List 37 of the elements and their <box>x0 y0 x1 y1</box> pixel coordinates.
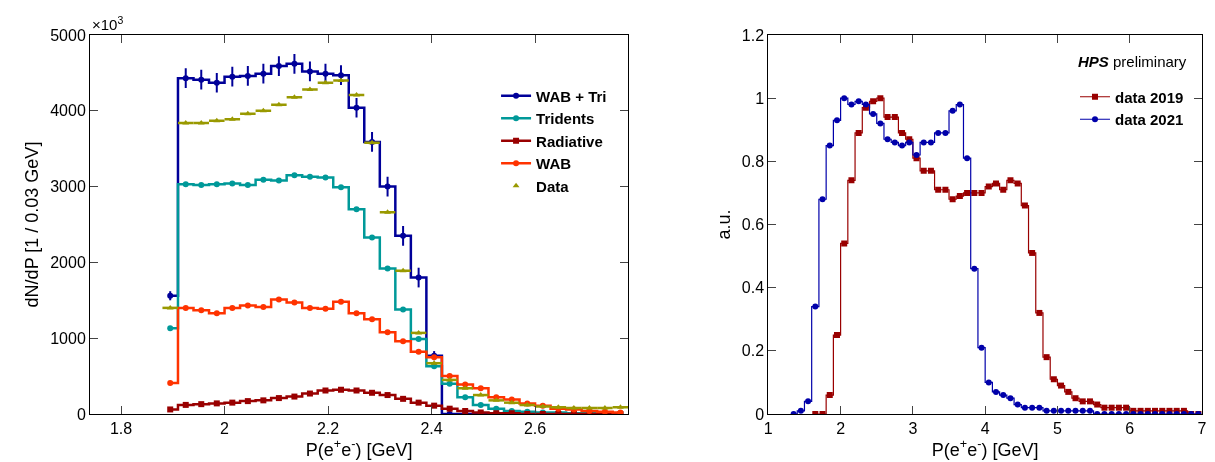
y-tick-label: 2000 <box>50 254 86 271</box>
y-tick-label: 0 <box>76 405 86 423</box>
x-axis-title: P(e$^{+}$e$^{-}$) [GeV] <box>931 437 1039 460</box>
y-axis-title: a.u. <box>714 209 735 240</box>
legend-label: data 2021 <box>1114 111 1184 129</box>
y-tick-label: 1000 <box>50 329 86 347</box>
x-tick-label: 2 <box>836 420 846 438</box>
x-tick-label: 3 <box>908 420 918 438</box>
x-tick-label: 2.4 <box>420 420 443 438</box>
y-tick-label: 0.6 <box>741 216 765 234</box>
x-tick-label: 2.6 <box>523 420 547 438</box>
legend-label: WAB + Tri <box>536 87 607 105</box>
y-tick-label: 1.2 <box>741 26 765 44</box>
legend-label: WAB <box>536 155 572 173</box>
x-tick-label: 1.8 <box>109 420 133 438</box>
annotation: HPS preliminary <box>1078 53 1187 70</box>
legend-label: Data <box>536 177 570 195</box>
x-tick-label: 2.2 <box>316 420 340 438</box>
x-axis-title: P(e$^{+}$e$^{-}$) [GeV] <box>305 437 413 460</box>
x-tick-label: 6 <box>1125 420 1135 438</box>
y-tick-label: 0 <box>755 405 765 423</box>
x-tick-label: 2 <box>220 420 230 438</box>
y-axis-title: dN/dP [1 / 0.03 GeV] <box>22 141 43 308</box>
y-tick-label: 3000 <box>50 178 86 196</box>
y-tick-label: 5000 <box>50 26 86 44</box>
y-tick-label: 1 <box>755 89 765 107</box>
y-tick-label: 0.2 <box>741 342 765 360</box>
y-tick-label: 0.4 <box>741 279 765 297</box>
legend-label: Radiative <box>536 132 603 150</box>
legend-label: Tridents <box>536 110 595 128</box>
y-tick-label: 0.8 <box>741 152 765 170</box>
x-tick-label: 5 <box>1052 420 1062 438</box>
text: ×10$^{3}$ <box>92 14 124 34</box>
x-tick-label: 7 <box>1197 420 1207 438</box>
legend-label: data 2019 <box>1114 88 1184 106</box>
y-tick-label: 4000 <box>50 102 86 120</box>
x-tick-label: 4 <box>980 420 990 438</box>
